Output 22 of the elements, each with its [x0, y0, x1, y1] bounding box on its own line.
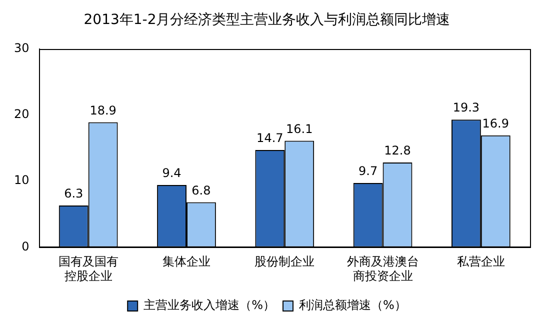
data-label: 16.9: [482, 116, 510, 131]
legend-label: 利润总额增速（%）: [299, 298, 406, 312]
data-label: 18.9: [90, 103, 116, 118]
data-label: 12.8: [384, 144, 411, 158]
data-label: 6.3: [64, 186, 84, 201]
data-label: 9.4: [162, 166, 182, 180]
x-tick-label: 私营企业: [456, 254, 505, 269]
chart-title: 2013年1-2月分经济类型主营业务收入与利润总额同比增速: [84, 12, 450, 28]
x-tick-label: 国有及国有控股企业: [58, 254, 118, 283]
y-tick-label: 0: [22, 239, 30, 254]
data-label: 6.8: [192, 183, 211, 198]
y-tick-label: 20: [14, 107, 30, 122]
data-label: 16.1: [286, 122, 313, 136]
y-tick-label: 10: [14, 173, 30, 188]
x-tick-label: 股份制企业: [254, 254, 315, 269]
x-tick-label: 外商及港澳台商投资企业: [346, 254, 419, 283]
data-label: 9.7: [358, 164, 378, 178]
data-label: 19.3: [452, 100, 480, 115]
x-tick-label: 集体企业: [162, 254, 210, 269]
y-tick-label: 30: [14, 40, 30, 55]
legend-label: 主营业务收入增速（%）: [144, 298, 276, 312]
data-label: 14.7: [256, 131, 284, 146]
